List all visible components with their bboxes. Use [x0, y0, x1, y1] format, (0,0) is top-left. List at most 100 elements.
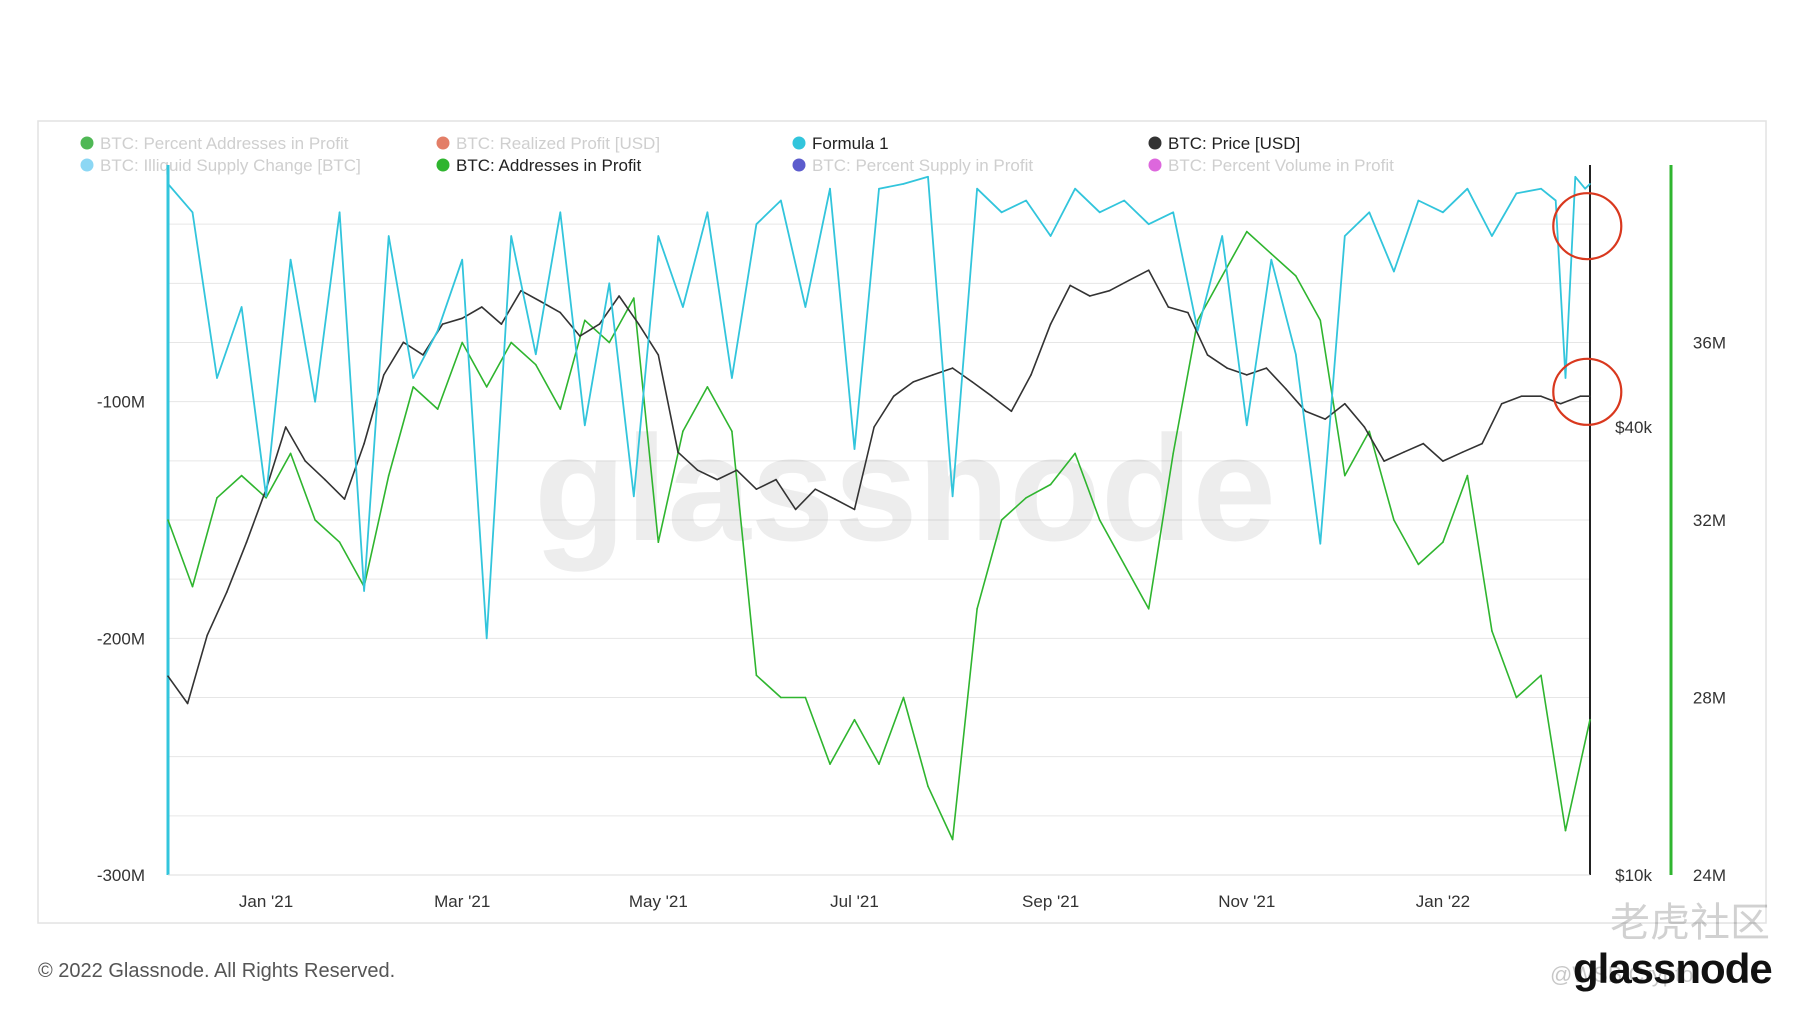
data-point — [637, 323, 640, 325]
legend-dot — [792, 158, 806, 172]
data-point — [804, 696, 807, 699]
data-point — [1270, 253, 1273, 255]
data-point — [461, 317, 464, 320]
axes: -100M -200M -300M $40k $10k 36M 32M 28M 24M Jan '… — [97, 165, 1726, 911]
data-point — [1147, 223, 1150, 225]
data-point — [1226, 367, 1228, 369]
data-point — [1123, 199, 1125, 202]
data-point — [167, 519, 169, 521]
data-point — [1147, 608, 1150, 610]
legend-dot — [80, 136, 94, 150]
data-point — [1010, 410, 1013, 413]
data-point — [682, 430, 684, 433]
data-point — [1074, 452, 1076, 455]
data-point — [441, 323, 444, 325]
legend-dot — [792, 136, 806, 150]
data-point — [216, 377, 218, 379]
data-point — [1172, 452, 1174, 455]
data-point — [804, 306, 807, 308]
data-point — [314, 400, 316, 403]
data-point — [1344, 235, 1346, 237]
data-point — [775, 478, 777, 481]
left-axis-tick-label: -200M — [97, 629, 145, 648]
data-point — [731, 430, 733, 433]
data-point — [951, 495, 954, 498]
legend-entry: BTC: Percent Volume in Profit — [1168, 156, 1394, 175]
data-point — [1025, 199, 1027, 202]
data-point — [363, 590, 365, 592]
x-axis-tick-label: Sep '21 — [1022, 892, 1079, 911]
legend-entry: Formula 1 — [812, 134, 889, 153]
data-point — [932, 374, 934, 376]
data-point — [780, 199, 782, 202]
data-point — [1187, 311, 1189, 314]
data-point — [731, 377, 733, 379]
data-point — [1461, 451, 1464, 454]
data-point — [927, 176, 929, 178]
data-point — [1540, 395, 1542, 398]
data-point — [1515, 192, 1518, 195]
data-point — [1402, 451, 1405, 454]
author-handle: @WSB Crypto — [1550, 962, 1694, 987]
data-point — [1589, 395, 1591, 398]
data-point — [1000, 211, 1003, 214]
price-axis-tick-label: $40k — [1615, 418, 1652, 437]
data-point — [780, 696, 782, 699]
data-point — [510, 235, 512, 237]
x-axis-tick-label: Nov '21 — [1218, 892, 1275, 911]
legend-dot — [1148, 136, 1162, 150]
annotations — [1552, 192, 1623, 426]
data-point — [1466, 474, 1469, 477]
data-point — [584, 424, 586, 427]
data-point — [265, 497, 267, 499]
data-point — [912, 381, 915, 383]
legend-dot — [436, 158, 450, 172]
data-point — [559, 408, 562, 410]
data-point — [461, 258, 464, 261]
data-point — [706, 211, 709, 214]
data-point — [657, 354, 660, 356]
data-point — [1089, 295, 1091, 297]
data-point — [1589, 718, 1591, 721]
data-point — [500, 323, 503, 325]
data-point — [598, 323, 601, 325]
data-point — [363, 442, 365, 445]
data-point — [1417, 199, 1420, 202]
data-point — [1246, 374, 1248, 376]
data-point — [485, 637, 488, 640]
data-point — [706, 386, 709, 388]
data-point — [1393, 519, 1395, 521]
data-point — [1540, 674, 1542, 677]
data-point — [1049, 483, 1052, 486]
data-point — [1442, 541, 1444, 543]
data-point — [1363, 426, 1366, 428]
data-point — [191, 585, 194, 588]
data-point — [1196, 319, 1199, 322]
glassnode-logo: glassnode — [1573, 945, 1773, 992]
data-point — [794, 508, 797, 511]
legend-entry: BTC: Percent Addresses in Profit — [100, 134, 349, 153]
data-point — [559, 311, 562, 314]
data-point — [520, 289, 522, 292]
data-point — [1481, 442, 1483, 445]
data-point — [1206, 354, 1209, 356]
data-point — [657, 541, 660, 543]
data-point — [1589, 183, 1591, 185]
data-point — [696, 469, 699, 472]
data-point — [902, 696, 905, 699]
data-point — [1442, 211, 1444, 214]
data-point — [951, 367, 954, 369]
series — [167, 175, 1591, 841]
data-point — [633, 297, 635, 299]
data-point — [1167, 306, 1170, 308]
data-point — [412, 386, 415, 388]
data-point — [240, 306, 243, 308]
data-point — [829, 187, 831, 190]
left-axis-tick-label: -300M — [97, 866, 145, 885]
data-point — [755, 488, 758, 491]
data-point — [1221, 275, 1223, 277]
community-watermark: 老虎社区 — [1610, 901, 1770, 945]
data-point — [1540, 187, 1542, 190]
x-axis-tick-label: Jan '21 — [239, 892, 293, 911]
